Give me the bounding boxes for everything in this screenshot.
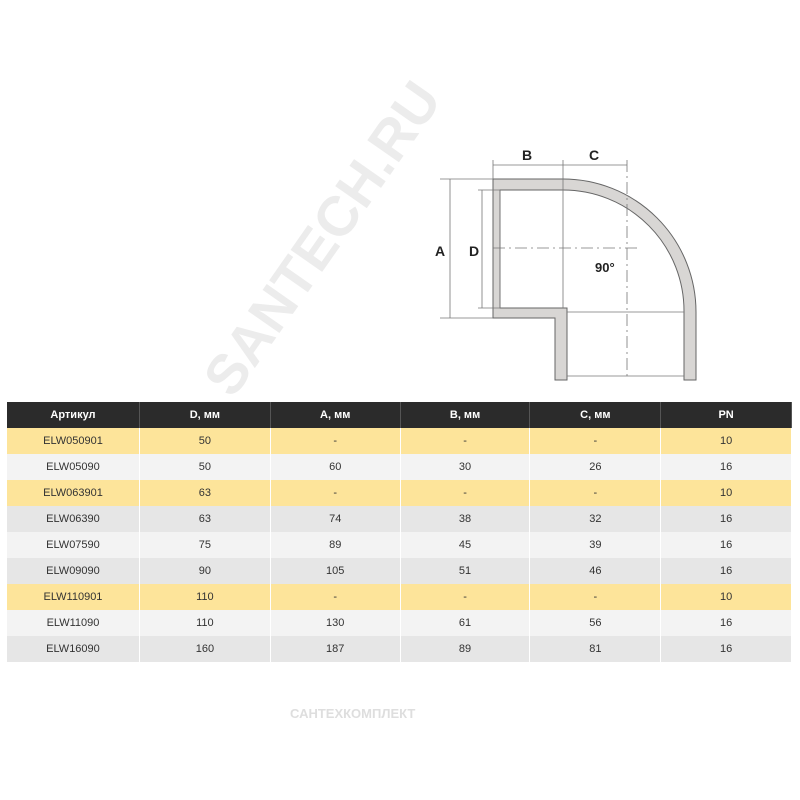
table-cell: 16 xyxy=(660,454,792,480)
table-cell: 45 xyxy=(400,532,531,558)
table-cell: 50 xyxy=(139,454,271,480)
watermark-bottom: САНТЕХКОМПЛЕКТ xyxy=(290,706,416,721)
table-cell: - xyxy=(529,480,662,506)
table-row: ELW16090 160 187 89 81 16 xyxy=(7,636,792,662)
table-cell: ELW07590 xyxy=(7,532,140,558)
table-cell: ELW063901 xyxy=(7,480,140,506)
table-cell: ELW09090 xyxy=(7,558,140,584)
column-header: A, мм xyxy=(270,402,401,428)
table-cell: - xyxy=(400,480,531,506)
table-cell: 187 xyxy=(270,636,401,662)
table-cell: 10 xyxy=(660,480,792,506)
angle-label: 90° xyxy=(595,260,615,275)
column-header: Артикул xyxy=(7,402,140,428)
table-cell: ELW16090 xyxy=(7,636,140,662)
table-cell: 16 xyxy=(660,610,792,636)
column-header: D, мм xyxy=(139,402,271,428)
column-header: C, мм xyxy=(529,402,662,428)
column-header: B, мм xyxy=(400,402,531,428)
table-cell: - xyxy=(400,584,531,610)
table-cell: 89 xyxy=(270,532,401,558)
table-cell: 81 xyxy=(529,636,662,662)
elbow-body xyxy=(492,178,697,381)
table-cell: 61 xyxy=(400,610,531,636)
table-row: ELW05090 50 60 30 26 16 xyxy=(7,454,792,480)
table-cell: - xyxy=(270,480,401,506)
table-cell: - xyxy=(270,428,401,454)
table-cell: 63 xyxy=(139,506,271,532)
elbow-drawing: B C A D 90° xyxy=(435,147,697,381)
dim-b-label: B xyxy=(522,147,532,163)
table-cell: 110 xyxy=(139,584,271,610)
dim-a-label: A xyxy=(435,243,445,259)
table-cell: 160 xyxy=(139,636,271,662)
table-cell: 38 xyxy=(400,506,531,532)
table-cell: 75 xyxy=(139,532,271,558)
table-cell: 16 xyxy=(660,532,792,558)
table-cell: 50 xyxy=(139,428,271,454)
column-header: PN xyxy=(660,402,792,428)
table-cell: 60 xyxy=(270,454,401,480)
specs-table: Артикул D, мм A, мм B, мм C, мм PN ELW050901 5… xyxy=(7,402,792,662)
table-row: ELW09090 90 105 51 46 16 xyxy=(7,558,792,584)
table-cell: 51 xyxy=(400,558,531,584)
table-cell: - xyxy=(529,584,662,610)
table-cell: 26 xyxy=(529,454,662,480)
table-cell: ELW06390 xyxy=(7,506,140,532)
table-cell: 16 xyxy=(660,636,792,662)
table-header-row: Артикул D, мм A, мм B, мм C, мм PN xyxy=(7,402,792,428)
table-row: ELW06390 63 74 38 32 16 xyxy=(7,506,792,532)
table-cell: 10 xyxy=(660,584,792,610)
table-cell: 16 xyxy=(660,558,792,584)
table-cell: 105 xyxy=(270,558,401,584)
table-cell: 32 xyxy=(529,506,662,532)
table-cell: 89 xyxy=(400,636,531,662)
table-cell: 90 xyxy=(139,558,271,584)
table-cell: 10 xyxy=(660,428,792,454)
table-cell: 63 xyxy=(139,480,271,506)
dim-d-label: D xyxy=(469,243,479,259)
table-cell: 74 xyxy=(270,506,401,532)
table-cell: 56 xyxy=(529,610,662,636)
table-cell: 30 xyxy=(400,454,531,480)
table-row: ELW110901 110- - -10 xyxy=(7,584,792,610)
table-row: ELW063901 63- - -10 xyxy=(7,480,792,506)
table-cell: - xyxy=(400,428,531,454)
table-cell: ELW110901 xyxy=(7,584,140,610)
table-cell: - xyxy=(270,584,401,610)
table-cell: ELW11090 xyxy=(7,610,140,636)
table-row: ELW11090 110 130 61 56 16 xyxy=(7,610,792,636)
table-cell: - xyxy=(529,428,662,454)
table-row: ELW07590 75 89 45 39 16 xyxy=(7,532,792,558)
table-cell: 39 xyxy=(529,532,662,558)
table-cell: 130 xyxy=(270,610,401,636)
dim-c-label: C xyxy=(589,147,599,163)
table-cell: ELW05090 xyxy=(7,454,140,480)
table-cell: 46 xyxy=(529,558,662,584)
table-row: ELW050901 50- - -10 xyxy=(7,428,792,454)
table-cell: 16 xyxy=(660,506,792,532)
table-cell: ELW050901 xyxy=(7,428,140,454)
table-cell: 110 xyxy=(139,610,271,636)
